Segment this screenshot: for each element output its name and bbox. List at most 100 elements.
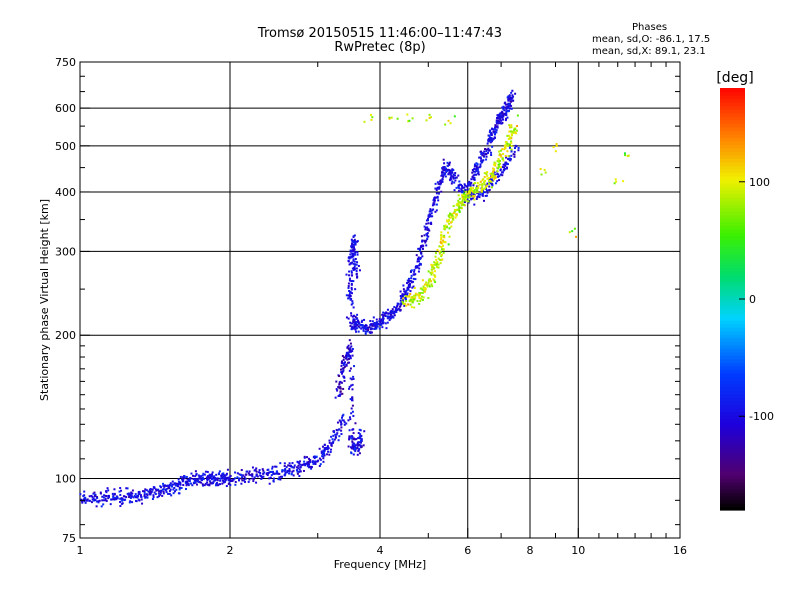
data-point — [476, 163, 479, 166]
data-point — [402, 288, 405, 291]
data-point — [355, 270, 358, 273]
data-point — [486, 142, 489, 145]
data-point — [430, 209, 433, 212]
data-point — [378, 327, 381, 330]
data-point — [176, 482, 179, 485]
data-point — [479, 156, 482, 159]
data-point — [505, 141, 508, 144]
data-point — [297, 461, 300, 464]
y-tick-label: 300 — [55, 245, 76, 258]
data-point — [351, 410, 354, 413]
data-point — [197, 479, 200, 482]
data-point — [419, 292, 422, 295]
data-point — [298, 474, 301, 477]
data-point — [352, 319, 355, 322]
data-point — [173, 482, 176, 485]
y-tick-label: 750 — [55, 56, 76, 69]
data-point — [140, 498, 143, 501]
data-point — [308, 465, 311, 468]
data-point — [480, 151, 483, 154]
colorbar-segment — [720, 358, 745, 363]
data-point — [464, 198, 467, 201]
data-point — [352, 255, 355, 258]
data-point — [365, 328, 368, 331]
data-point — [464, 188, 467, 191]
data-point — [363, 430, 366, 433]
data-point — [348, 436, 351, 439]
data-point — [413, 268, 416, 271]
data-point — [295, 469, 298, 472]
data-point — [283, 464, 286, 467]
data-point — [351, 388, 354, 391]
data-point — [160, 489, 163, 492]
data-point — [283, 462, 286, 465]
data-point — [275, 465, 278, 468]
data-point — [471, 195, 474, 198]
data-point — [410, 300, 413, 303]
data-point — [350, 314, 353, 317]
data-point — [158, 495, 161, 498]
data-point — [306, 465, 309, 468]
colorbar-tick-label: 100 — [749, 176, 770, 189]
colorbar-segment — [720, 404, 745, 409]
data-point — [499, 173, 502, 176]
data-point — [434, 187, 437, 190]
data-point — [215, 482, 218, 485]
data-point — [481, 182, 484, 185]
data-point — [451, 217, 454, 220]
data-point — [502, 115, 505, 118]
data-point — [347, 260, 350, 263]
data-point — [458, 208, 461, 211]
data-point — [396, 302, 399, 305]
data-point — [113, 488, 116, 491]
data-point — [215, 481, 218, 484]
data-point — [483, 181, 486, 184]
data-point — [428, 116, 431, 119]
data-point — [147, 490, 150, 493]
data-point — [191, 484, 194, 487]
data-point — [185, 484, 188, 487]
data-point — [350, 271, 353, 274]
data-point — [352, 438, 355, 441]
data-point — [467, 191, 470, 194]
colorbar-segment — [720, 246, 745, 251]
data-point — [215, 473, 218, 476]
data-point — [429, 271, 432, 274]
data-point — [160, 486, 163, 489]
colorbar-segment — [720, 256, 745, 261]
data-point — [157, 488, 160, 491]
data-point — [485, 173, 488, 176]
data-point — [348, 385, 351, 388]
data-point — [510, 150, 513, 153]
colorbar-segment — [720, 263, 745, 268]
data-point — [349, 321, 352, 324]
colorbar-segment — [720, 291, 745, 297]
data-point — [457, 202, 460, 205]
data-point — [462, 192, 465, 195]
colorbar-segment — [720, 411, 745, 416]
data-point — [354, 450, 357, 453]
data-point — [143, 491, 146, 494]
data-point — [435, 209, 438, 212]
data-point — [351, 348, 354, 351]
data-point — [86, 498, 89, 501]
data-point — [390, 116, 393, 119]
data-point — [425, 244, 428, 247]
data-point — [416, 266, 419, 269]
data-point — [418, 247, 421, 250]
data-point — [457, 174, 460, 177]
data-point — [488, 134, 491, 137]
data-point — [354, 422, 357, 425]
y-tick-label: 75 — [62, 532, 76, 545]
data-point — [339, 368, 342, 371]
data-point — [145, 493, 148, 496]
data-point — [200, 478, 203, 481]
data-point — [462, 186, 465, 189]
data-point — [494, 175, 497, 178]
data-point — [353, 443, 356, 446]
data-point — [359, 440, 362, 443]
data-point — [465, 190, 468, 193]
data-point — [444, 224, 447, 227]
data-point — [475, 188, 478, 191]
